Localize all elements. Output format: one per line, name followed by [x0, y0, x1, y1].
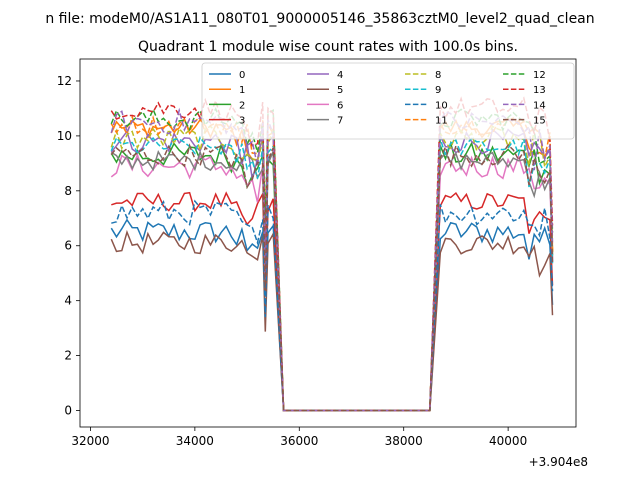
series-line-7 [110, 149, 554, 412]
legend-label-2: 2 [239, 100, 245, 111]
x-tick-label: 36000 [280, 434, 318, 448]
series-line-5 [110, 229, 554, 412]
legend-label-0: 0 [239, 70, 245, 81]
series-line-9 [110, 136, 554, 412]
series-line-12 [110, 107, 554, 412]
series-line-4 [110, 128, 554, 412]
x-tick-label: 32000 [71, 434, 109, 448]
series-line-0 [110, 218, 554, 412]
y-tick-label: 6 [64, 239, 72, 253]
x-tick-label: 40000 [489, 434, 527, 448]
legend-label-15: 15 [533, 116, 546, 127]
series-line-6 [110, 152, 554, 412]
y-tick-label: 10 [57, 129, 72, 143]
series-line-8 [110, 125, 554, 412]
x-tick-label: 34000 [176, 434, 214, 448]
legend-label-1: 1 [239, 85, 245, 96]
series-line-1 [110, 117, 554, 412]
legend-label-13: 13 [533, 85, 546, 96]
legend-label-6: 6 [337, 100, 343, 111]
figure-suptitle: n file: modeM0/AS1A11_080T01_9000005146_… [45, 11, 594, 27]
y-tick-label: 0 [64, 404, 72, 418]
legend-label-11: 11 [435, 116, 448, 127]
y-axis: 0 2 4 6 8 10 12 [57, 74, 80, 418]
y-tick-label: 12 [57, 74, 72, 88]
y-tick-label: 4 [64, 294, 72, 308]
series-line-11 [110, 114, 554, 412]
x-axis: 32000 34000 36000 38000 40000 [71, 427, 527, 448]
legend-label-14: 14 [533, 100, 546, 111]
series-line-3 [111, 191, 554, 412]
legend-label-12: 12 [533, 70, 546, 81]
legend-label-4: 4 [337, 70, 343, 81]
series-line-15 [110, 143, 554, 412]
legend-label-7: 7 [337, 116, 343, 127]
series-line-10 [111, 199, 554, 412]
chart-title: Quadrant 1 module wise count rates with … [138, 39, 518, 55]
series-line-13 [110, 96, 554, 412]
y-tick-label: 8 [64, 184, 72, 198]
legend-label-3: 3 [239, 116, 245, 127]
legend-label-8: 8 [435, 70, 441, 81]
legend-label-9: 9 [435, 85, 441, 96]
legend-label-10: 10 [435, 100, 448, 111]
legend-label-5: 5 [337, 85, 343, 96]
legend-box [201, 62, 575, 140]
x-tick-label: 38000 [385, 434, 423, 448]
axes-frame [79, 58, 577, 428]
y-tick-label: 2 [64, 349, 72, 363]
x-axis-offset-label: +3.904e8 [529, 455, 588, 469]
series-line-2 [110, 140, 554, 412]
